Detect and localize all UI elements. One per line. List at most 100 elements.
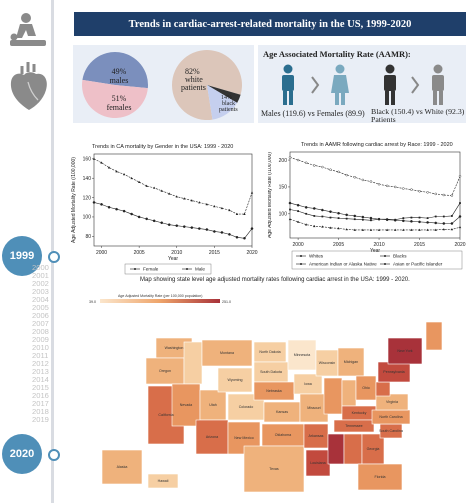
data-point bbox=[137, 215, 141, 219]
year-item: 2017 bbox=[32, 399, 49, 408]
series-line bbox=[93, 158, 253, 215]
state-label: Oregon bbox=[159, 369, 171, 373]
year-item: 2019 bbox=[32, 415, 49, 424]
series-line bbox=[289, 202, 461, 221]
state-hawaii bbox=[147, 473, 179, 489]
state-arkansas bbox=[303, 423, 329, 449]
data-point bbox=[353, 218, 356, 221]
data-point bbox=[313, 164, 316, 167]
data-point bbox=[361, 178, 365, 182]
data-point bbox=[402, 217, 405, 220]
male-label: males bbox=[109, 76, 129, 85]
data-point bbox=[394, 185, 397, 189]
state-label: Alaska bbox=[117, 465, 128, 469]
data-point bbox=[183, 197, 186, 200]
year-item: 2010 bbox=[32, 343, 49, 352]
data-point bbox=[250, 191, 254, 194]
year-item: 2011 bbox=[32, 351, 49, 360]
data-point bbox=[160, 189, 163, 192]
white-person-icon bbox=[432, 64, 444, 105]
x-tick-label: 2005 bbox=[333, 242, 344, 248]
state-minnesota bbox=[287, 339, 317, 371]
year-item: 2013 bbox=[32, 367, 49, 376]
pie-panel: 49% males 51% females 82% white patients… bbox=[73, 45, 254, 123]
state-texas bbox=[243, 445, 305, 493]
state-illinois bbox=[323, 377, 343, 415]
data-point bbox=[402, 228, 405, 231]
data-point bbox=[329, 168, 332, 171]
data-point bbox=[434, 192, 437, 196]
state-label: South Carolina bbox=[379, 429, 403, 433]
race-person-icons bbox=[384, 64, 444, 105]
series-line bbox=[289, 218, 461, 231]
data-point bbox=[386, 218, 389, 221]
state-label: Colorado bbox=[239, 405, 254, 409]
data-point bbox=[190, 226, 194, 229]
black-pct: 14% bbox=[221, 95, 232, 101]
data-point bbox=[369, 216, 373, 220]
state-label: Texas bbox=[269, 467, 279, 471]
data-point bbox=[337, 217, 340, 220]
year-item: 2006 bbox=[32, 311, 49, 320]
data-point bbox=[378, 218, 380, 221]
map-legend-max: 251.0 bbox=[222, 300, 231, 304]
state-label: New York bbox=[397, 349, 412, 353]
state-wyoming bbox=[217, 367, 253, 393]
state-oregon bbox=[145, 357, 185, 385]
state-alaska bbox=[101, 449, 143, 485]
data-point bbox=[296, 158, 300, 162]
state-label: Hawaii bbox=[158, 479, 169, 483]
data-point bbox=[304, 206, 308, 209]
us-map: Age Adjusted Mortality Rate (per 100,000… bbox=[89, 294, 443, 493]
data-point bbox=[321, 208, 324, 212]
state-label: Nevada bbox=[180, 403, 192, 407]
legend-label: Blacks bbox=[393, 254, 407, 259]
state-label: California bbox=[158, 413, 173, 417]
y-tick-label: 80 bbox=[85, 234, 91, 240]
data-point bbox=[329, 226, 332, 229]
legend-label: Asian or Pacific Islander bbox=[393, 262, 443, 267]
data-point bbox=[377, 183, 381, 186]
data-point bbox=[426, 228, 429, 231]
data-point bbox=[220, 231, 224, 234]
x-tick-label: 2000 bbox=[293, 242, 304, 248]
year-item: 2014 bbox=[32, 375, 49, 384]
data-point bbox=[345, 217, 348, 220]
data-point bbox=[377, 228, 381, 231]
aamr-panel: Age Associated Mortality Rate (AAMR): Ma… bbox=[258, 45, 466, 124]
data-point bbox=[418, 190, 421, 193]
state-maine bbox=[425, 321, 443, 351]
year-item: 2005 bbox=[32, 303, 49, 312]
data-point bbox=[385, 184, 389, 188]
data-point bbox=[198, 227, 201, 230]
year-item: 2007 bbox=[32, 319, 49, 328]
state-label: Minnesota bbox=[294, 353, 311, 357]
y-axis-label: Age Adjusted Mortality Rate (/100,000) bbox=[268, 152, 273, 238]
x-axis-label: Year bbox=[168, 256, 178, 262]
pie-slice-female bbox=[82, 79, 148, 118]
data-point bbox=[115, 170, 118, 173]
cpr-icon bbox=[10, 13, 46, 46]
data-point bbox=[190, 199, 194, 202]
legend-box bbox=[124, 263, 212, 275]
state-new-york bbox=[387, 337, 423, 365]
data-point bbox=[122, 173, 126, 176]
data-point bbox=[329, 210, 332, 213]
data-point bbox=[313, 215, 316, 217]
data-point bbox=[370, 219, 372, 222]
state-label: Tennessee bbox=[345, 424, 362, 428]
data-point bbox=[458, 215, 462, 218]
legend-marker bbox=[300, 263, 302, 265]
year-item: 2015 bbox=[32, 383, 49, 392]
data-point bbox=[345, 213, 348, 217]
data-point bbox=[337, 211, 340, 215]
page-title: Trends in cardiac-arrest-related mortali… bbox=[74, 12, 466, 36]
state-label: South Dakota bbox=[260, 370, 282, 374]
data-point bbox=[205, 228, 209, 231]
data-point bbox=[426, 221, 429, 224]
state-label: Kansas bbox=[276, 410, 288, 414]
data-point bbox=[152, 186, 156, 189]
series-line bbox=[289, 157, 461, 196]
state-label: Wyoming bbox=[228, 378, 243, 382]
gender-person-icons bbox=[282, 64, 349, 105]
